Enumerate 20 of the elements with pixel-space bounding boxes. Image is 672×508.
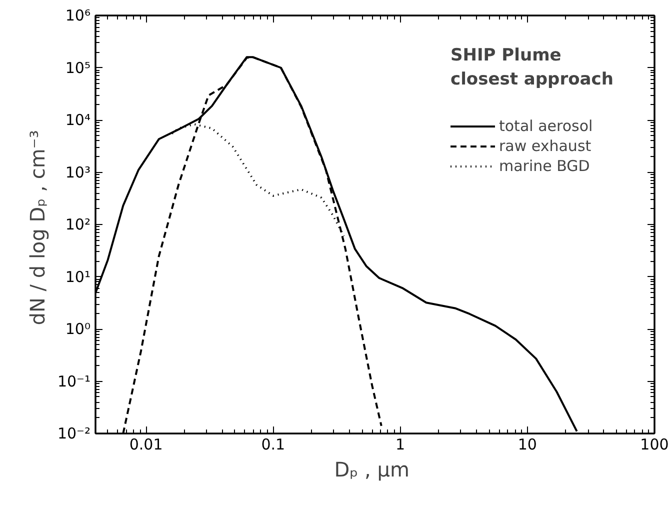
y-axis-title: dN / d log Dₚ , cm⁻³	[25, 130, 50, 326]
y-tick-label: 10⁻²	[57, 424, 91, 442]
y-tick-label: 10⁶	[65, 6, 91, 24]
legend-label: raw exhaust	[499, 137, 592, 155]
x-tick-label: 0.01	[129, 436, 163, 454]
x-tick-label: 100	[640, 436, 669, 454]
y-tick-label: 10⁻¹	[57, 372, 91, 390]
y-tick-label: 10²	[65, 216, 91, 234]
x-axis-title: Dₚ , µm	[334, 458, 410, 482]
x-tick-label: 1	[396, 436, 406, 454]
legend-title: SHIP Plume closest approach	[450, 46, 614, 90]
y-tick-label: 10⁰	[65, 320, 91, 338]
x-tick-label: 10	[518, 436, 537, 454]
legend-label: total aerosol	[499, 117, 593, 135]
legend-label: marine BGD	[499, 157, 590, 175]
x-tick-label: 0.1	[261, 436, 286, 454]
y-tick-label: 10⁵	[65, 58, 91, 77]
y-tick-label: 10³	[65, 163, 91, 182]
y-tick-label: 10¹	[65, 268, 91, 286]
y-tick-label: 10⁴	[65, 111, 91, 129]
